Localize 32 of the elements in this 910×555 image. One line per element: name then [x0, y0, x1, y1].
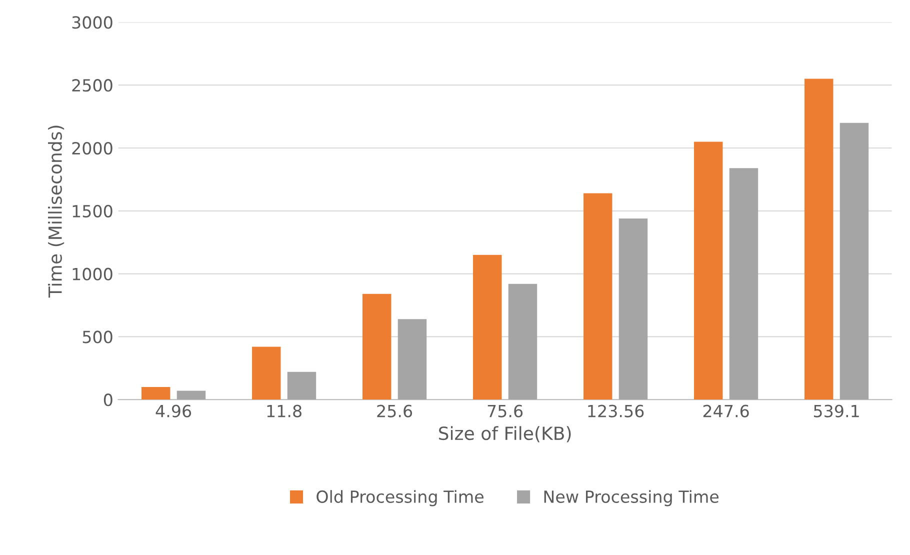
bar [287, 372, 316, 400]
y-tick-label: 2000 [72, 142, 112, 155]
legend-label: New Processing Time [544, 490, 719, 506]
legend-label: Old Processing Time [316, 490, 484, 506]
y-tick-label: 0 [104, 394, 112, 406]
y-tick-label: 500 [82, 330, 112, 344]
y-tick-label: 2500 [72, 79, 112, 92]
x-tick-label: 247.6 [703, 404, 749, 418]
bar [840, 122, 869, 400]
bar [694, 142, 723, 400]
bar [176, 390, 206, 400]
bar [398, 319, 427, 400]
y-tick-label: 1500 [72, 204, 112, 218]
y-tick-label: 3000 [72, 16, 112, 29]
bar [362, 294, 392, 400]
bar [618, 218, 648, 400]
x-axis-title: Size of File(KB) [439, 426, 571, 442]
bar [584, 193, 612, 400]
bar [142, 387, 170, 400]
bar [804, 78, 834, 400]
x-tick-label: 75.6 [488, 404, 523, 418]
x-tick-label: 4.96 [156, 404, 192, 418]
x-tick-label: 25.6 [377, 404, 412, 418]
bar [508, 284, 538, 400]
y-axis-title: Time (Milliseconds) [48, 126, 64, 298]
x-tick-label: 123.56 [588, 404, 644, 418]
bar [729, 168, 758, 400]
bar [473, 254, 502, 400]
y-tick-label: 1000 [72, 268, 112, 280]
x-tick-label: 11.8 [267, 404, 302, 418]
bar [252, 346, 281, 400]
x-tick-label: 539.1 [814, 404, 859, 418]
